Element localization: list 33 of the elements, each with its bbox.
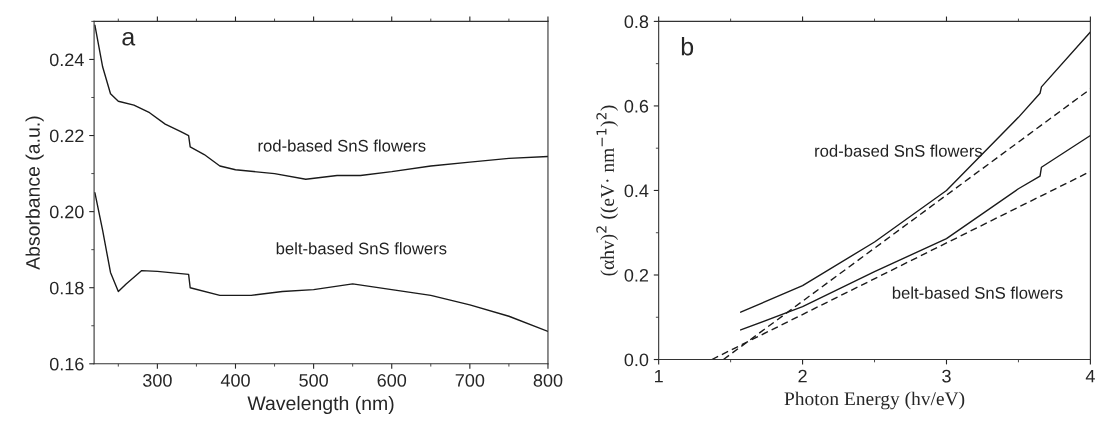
series-label: rod-based SnS flowers (815, 144, 983, 157)
x-tick-label: 600 (377, 374, 407, 387)
line-series (94, 24, 548, 180)
x-tick-label: 2 (798, 369, 807, 383)
x-tick-label: 3 (942, 369, 951, 383)
y-tick-label: 0.6 (624, 99, 649, 113)
x-tick-label: 4 (1085, 369, 1095, 383)
x-tick-label: 1 (655, 369, 663, 383)
y-tick-label: 0.18 (49, 281, 84, 295)
annotation: a (122, 31, 136, 46)
y-tick-label: 0.4 (624, 184, 649, 198)
y-tick-label: 0.16 (49, 357, 84, 371)
y-tick-label: 0.20 (49, 205, 84, 219)
line-series (94, 191, 548, 333)
x-axis-title: Photon Energy (hv/eV) (784, 391, 965, 410)
y-axis-title: Absorbance (a.u.) (25, 116, 44, 270)
y-tick-label: 0.24 (49, 53, 84, 67)
x-tick-label: 300 (143, 374, 172, 387)
y-tick-label: 0.2 (624, 268, 649, 282)
x-axis-title: Wavelength (nm) (247, 395, 394, 415)
y-tick-label: 0.8 (624, 15, 649, 29)
line-series (739, 31, 1091, 313)
series-label: belt-based SnS flowers (892, 286, 1063, 299)
x-tick-label: 700 (455, 374, 485, 387)
x-tick-label: 500 (299, 374, 328, 387)
x-tick-label: 400 (220, 374, 250, 387)
series-label: rod-based SnS flowers (258, 139, 426, 152)
y-tick-label: 0.22 (49, 129, 84, 143)
text: belt-based SnS flowers (276, 242, 447, 255)
x-tick-label: 800 (533, 374, 563, 387)
annotation: b (681, 37, 694, 56)
y-axis-title: (αhv)$^{2}$ ((eV· nm$^{−1}$)$^{2}$) (596, 105, 618, 276)
y-tick-label: 0.0 (624, 353, 649, 367)
